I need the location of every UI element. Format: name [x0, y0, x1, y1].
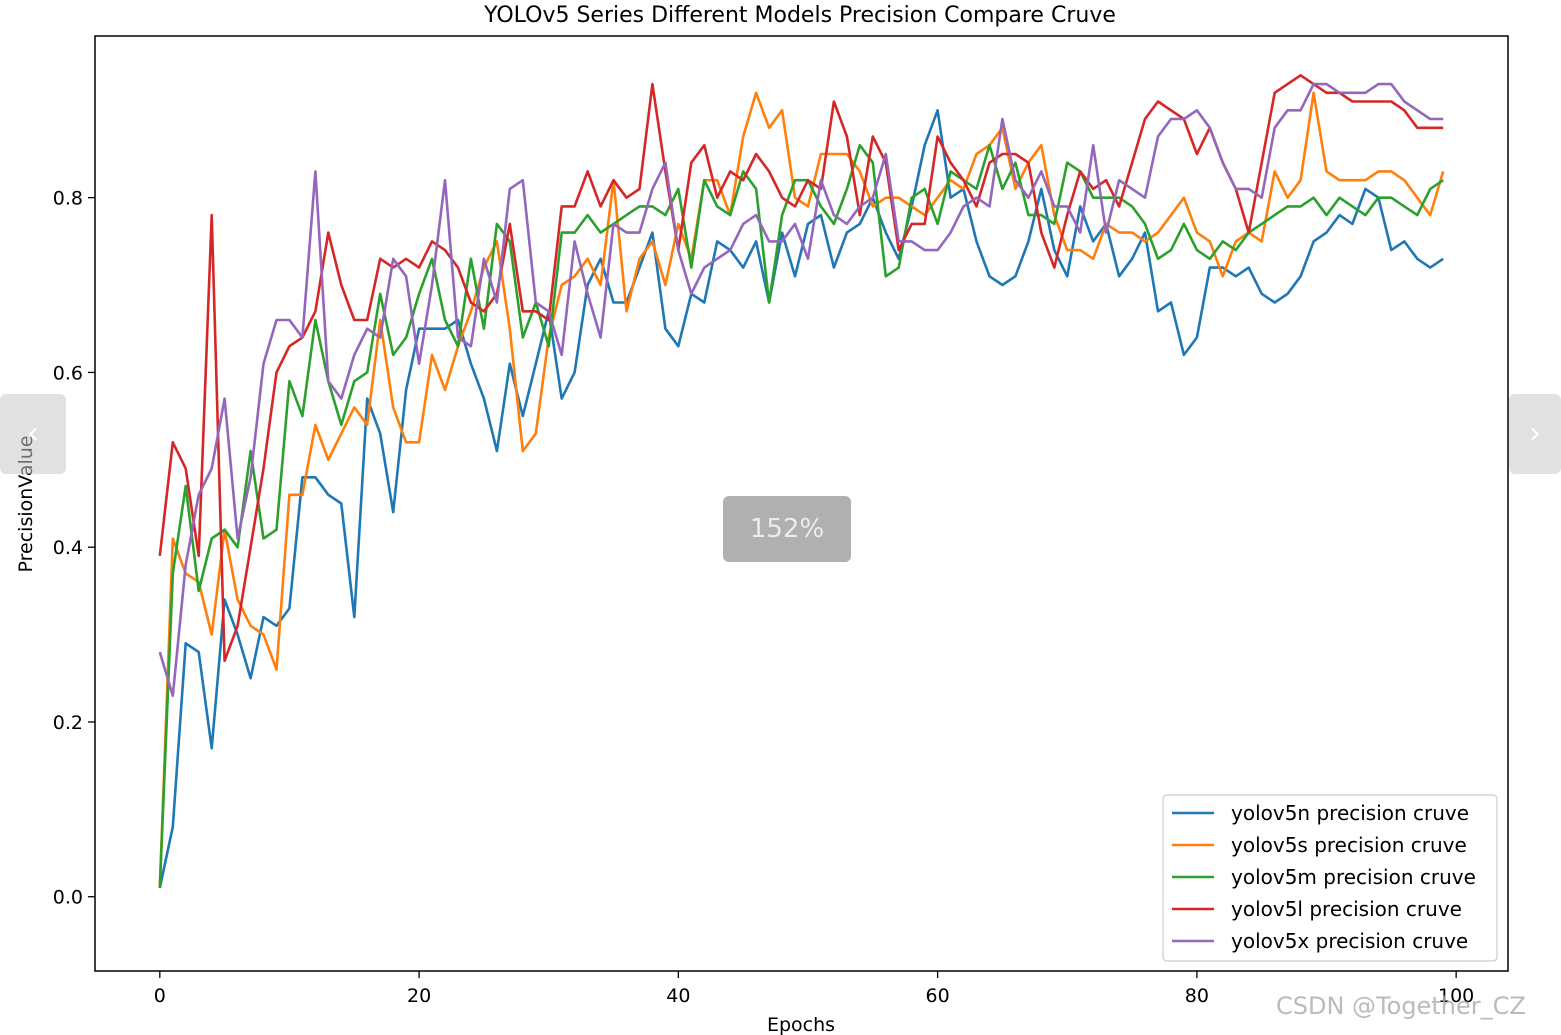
x-tick-label: 40 [666, 985, 690, 1007]
legend-label-4: yolov5x precision cruve [1231, 929, 1468, 953]
series-line-0 [158, 109, 1444, 889]
legend-label-2: yolov5m precision cruve [1231, 865, 1476, 889]
chart-title: YOLOv5 Series Different Models Precision… [483, 3, 1116, 28]
x-tick-label: 0 [154, 985, 166, 1007]
x-axis: 0 20 40 60 80 100 [154, 971, 1474, 1007]
x-tick-label: 100 [1438, 985, 1474, 1007]
y-tick-label: 0.8 [53, 188, 83, 210]
x-tick-label: 80 [1185, 985, 1209, 1007]
legend-label-0: yolov5n precision cruve [1231, 801, 1469, 825]
series-line-1 [158, 91, 1445, 889]
legend-label-3: yolov5l precision cruve [1231, 897, 1462, 921]
plot-frame [94, 35, 1509, 972]
chevron-right-icon: › [1529, 416, 1541, 451]
y-tick-label: 0.0 [53, 887, 83, 909]
prev-image-button[interactable]: ‹ [0, 394, 66, 474]
plot-lines [158, 74, 1445, 889]
y-tick-label: 0.4 [53, 537, 83, 559]
legend: yolov5n precision cruve yolov5s precision… [1162, 794, 1498, 962]
series-line-4 [158, 82, 1444, 698]
chevron-left-icon: ‹ [27, 416, 39, 451]
x-tick-label: 60 [926, 985, 950, 1007]
y-tick-label: 0.6 [53, 362, 83, 384]
x-axis-label: Epochs [767, 1014, 835, 1035]
x-tick-label: 20 [407, 985, 431, 1007]
y-tick-label: 0.2 [53, 712, 83, 734]
series-line-3 [158, 74, 1444, 663]
zoom-level-badge: 152% [723, 496, 851, 562]
next-image-button[interactable]: › [1509, 394, 1561, 474]
legend-box [1162, 794, 1498, 962]
watermark: CSDN @Together_CZ [1276, 992, 1526, 1020]
legend-label-1: yolov5s precision cruve [1231, 833, 1467, 857]
y-axis: 0.0 0.2 0.4 0.6 0.8 [53, 188, 95, 909]
